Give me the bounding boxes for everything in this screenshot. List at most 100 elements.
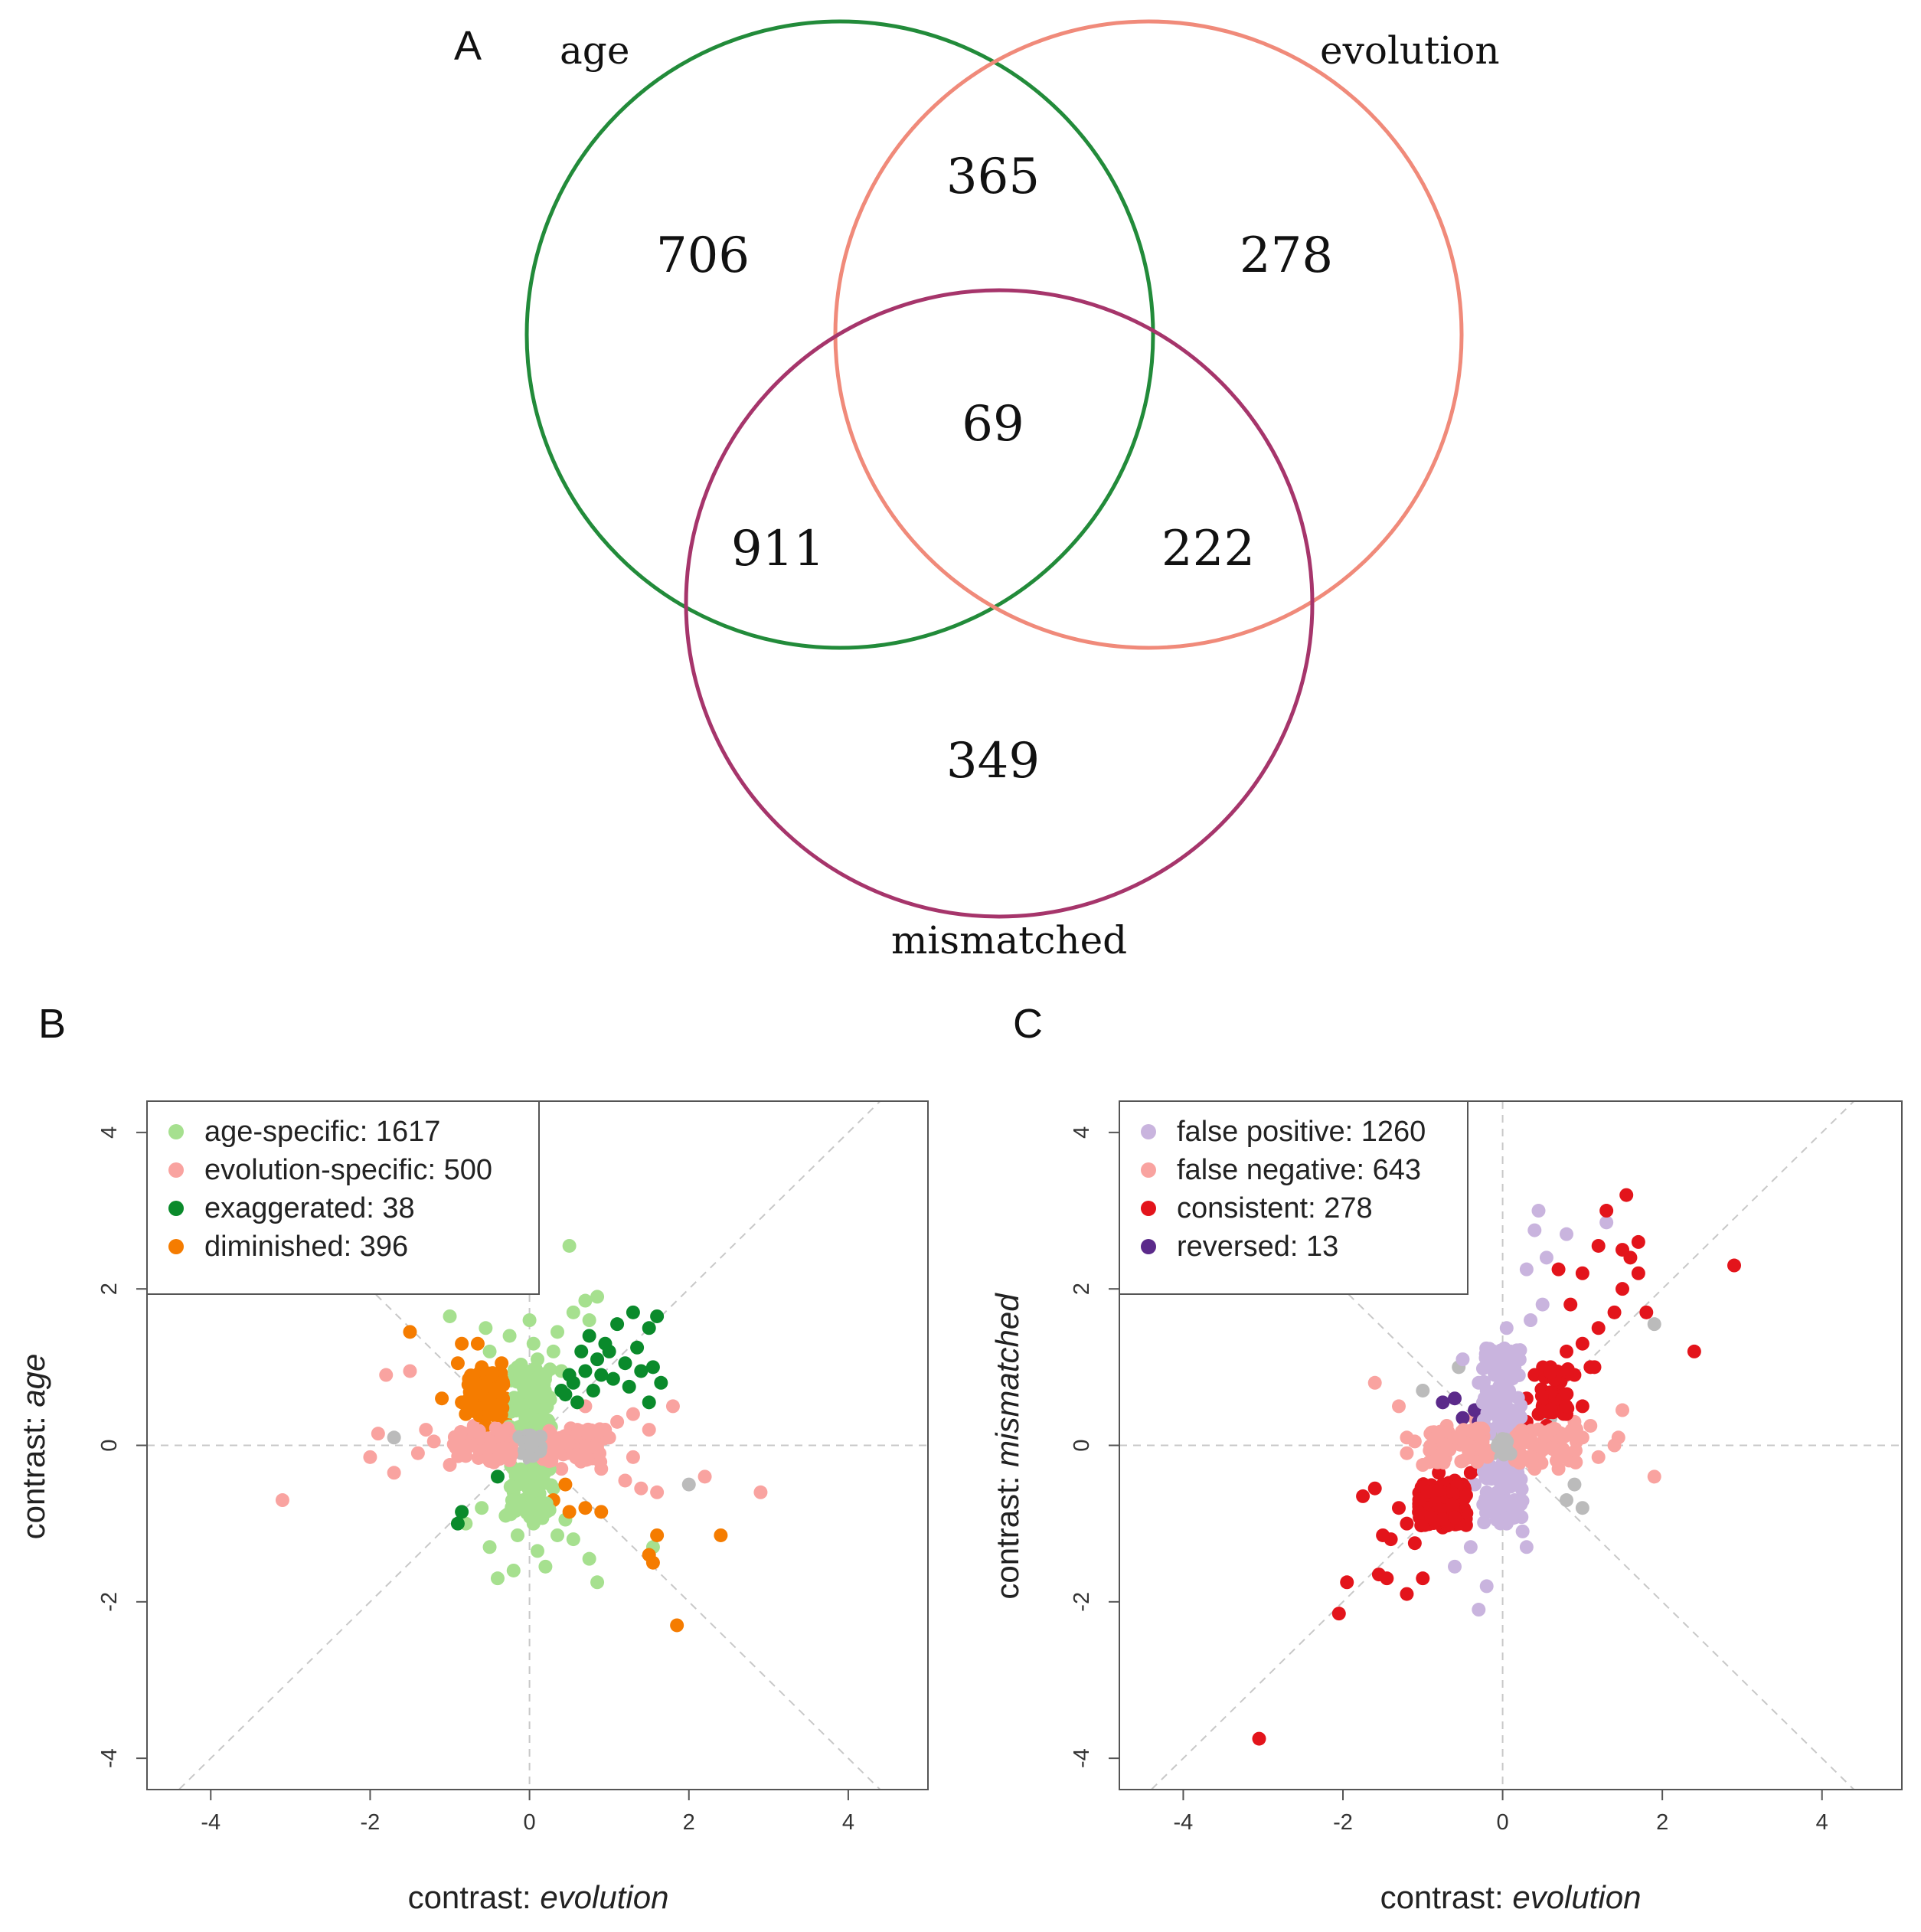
- data-point: [1367, 1481, 1382, 1496]
- data-point: [1616, 1243, 1629, 1257]
- data-point: [1436, 1395, 1450, 1410]
- data-point: [1431, 1426, 1446, 1440]
- data-point: [426, 1434, 441, 1449]
- reference-line-diagonal: [1150, 1101, 1855, 1790]
- legend-box: [146, 1100, 540, 1295]
- data-point: [558, 1388, 573, 1402]
- data-point: [371, 1427, 385, 1441]
- data-point: [1616, 1403, 1629, 1417]
- data-point: [1445, 1497, 1459, 1512]
- x-tick-label: 0: [1497, 1810, 1509, 1835]
- data-point: [1631, 1234, 1645, 1249]
- data-point: [1531, 1204, 1546, 1218]
- data-point: [622, 1379, 636, 1394]
- data-point: [594, 1505, 609, 1519]
- data-point: [1446, 1486, 1460, 1501]
- data-point: [618, 1356, 632, 1371]
- data-point: [1519, 1540, 1534, 1554]
- data-point: [1591, 1321, 1606, 1335]
- data-point: [645, 1360, 660, 1375]
- data-point: [634, 1481, 649, 1496]
- y-tick-label: 2: [1070, 1283, 1094, 1295]
- data-point: [562, 1505, 577, 1519]
- x-tick-label: -2: [1333, 1810, 1353, 1835]
- cluster-unclassified: [1490, 1432, 1518, 1462]
- data-point: [482, 1540, 497, 1554]
- data-point: [513, 1466, 528, 1480]
- data-point: [495, 1375, 510, 1390]
- data-point: [455, 1505, 469, 1519]
- data-point: [363, 1450, 377, 1464]
- data-point: [419, 1423, 433, 1437]
- data-point: [403, 1364, 417, 1378]
- data-point: [1499, 1321, 1514, 1335]
- data-point: [610, 1414, 625, 1429]
- data-point: [1607, 1438, 1622, 1453]
- y-tick-label: 4: [1070, 1126, 1094, 1139]
- data-point: [642, 1321, 656, 1335]
- y-tick-label: 2: [97, 1283, 122, 1295]
- data-point: [1503, 1447, 1518, 1461]
- data-point: [606, 1371, 620, 1386]
- data-point: [485, 1366, 500, 1381]
- data-point: [450, 1516, 465, 1531]
- data-point: [1607, 1305, 1622, 1319]
- data-point: [1455, 1411, 1470, 1425]
- data-point: [598, 1336, 613, 1351]
- data-point: [1491, 1473, 1506, 1488]
- data-point: [642, 1395, 656, 1410]
- data-point: [488, 1420, 503, 1435]
- data-point: [503, 1479, 518, 1494]
- venn-count-age-evolution: 365: [946, 149, 1040, 205]
- x-tick-label: -2: [361, 1810, 381, 1835]
- data-point: [1583, 1418, 1598, 1433]
- data-point: [538, 1559, 553, 1574]
- data-point: [1413, 1505, 1427, 1520]
- data-point: [531, 1544, 544, 1558]
- data-point: [1575, 1501, 1589, 1515]
- data-point: [1392, 1399, 1406, 1414]
- y-tick-label: 0: [97, 1439, 122, 1451]
- x-tick-label: 2: [683, 1810, 695, 1835]
- data-point: [542, 1454, 557, 1469]
- cluster-evolution-specific: [534, 1421, 613, 1469]
- venn-panel: A age evolution mismatched 706 365 278 6…: [454, 19, 1500, 963]
- cluster-false-negative: [1508, 1421, 1585, 1470]
- data-point: [492, 1398, 506, 1412]
- data-point: [610, 1317, 625, 1332]
- data-point: [1511, 1368, 1526, 1382]
- data-point: [379, 1368, 394, 1382]
- data-point: [1475, 1362, 1490, 1376]
- data-point: [1687, 1344, 1701, 1358]
- data-point: [1367, 1375, 1382, 1390]
- data-point: [1524, 1313, 1538, 1328]
- data-point: [502, 1329, 517, 1343]
- data-point: [526, 1336, 541, 1351]
- data-point: [470, 1336, 485, 1351]
- data-point: [1515, 1524, 1530, 1538]
- data-point: [387, 1466, 401, 1480]
- data-point: [578, 1501, 593, 1515]
- data-point: [570, 1395, 585, 1410]
- data-point: [562, 1368, 577, 1382]
- y-tick-label: 4: [97, 1126, 122, 1139]
- data-point: [524, 1439, 539, 1453]
- data-point: [1560, 1362, 1575, 1377]
- legend-box: [1119, 1100, 1469, 1295]
- legend-marker: [1141, 1124, 1156, 1139]
- data-point: [534, 1429, 548, 1443]
- data-point: [481, 1452, 495, 1466]
- data-point: [1502, 1479, 1517, 1494]
- data-point: [435, 1391, 449, 1406]
- cluster-unclassified: [512, 1428, 548, 1463]
- data-point: [1514, 1482, 1529, 1496]
- data-point: [650, 1485, 665, 1499]
- data-point: [1407, 1536, 1422, 1551]
- data-point: [482, 1344, 497, 1358]
- legend: age-specific: 1617 evolution-specific: 50…: [146, 1100, 540, 1295]
- data-point: [1490, 1439, 1504, 1453]
- data-point: [510, 1528, 524, 1542]
- data-point: [530, 1413, 544, 1427]
- cluster-evolution-specific: [446, 1420, 524, 1469]
- data-point: [1497, 1341, 1511, 1355]
